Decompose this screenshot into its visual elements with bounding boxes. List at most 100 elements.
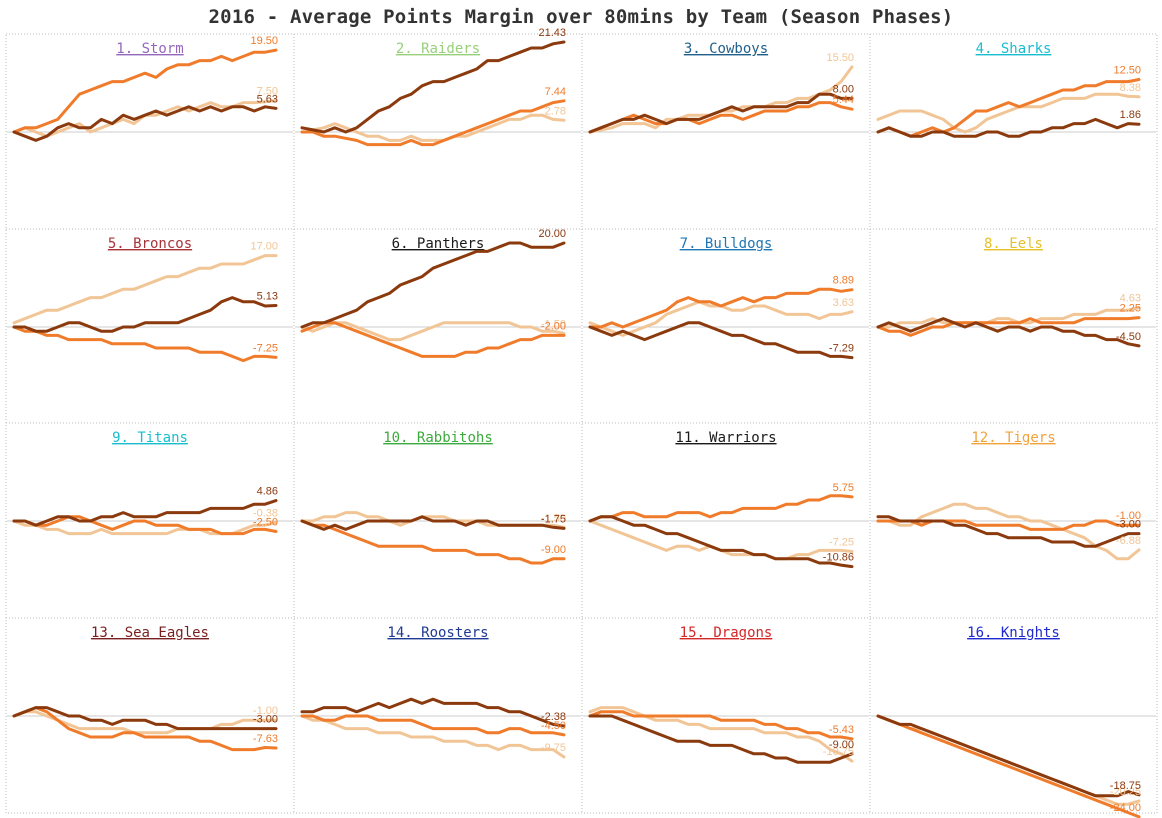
- end-value-label-light: 7.50: [257, 86, 278, 98]
- end-value-label-medium: -7.25: [253, 342, 278, 354]
- team-panel: 5. Broncos 17.00 -7.25 5.13: [7, 236, 293, 363]
- end-value-label-medium: -4.50: [541, 720, 566, 732]
- panel-title[interactable]: 10. Rabbitohs: [383, 430, 493, 446]
- page-title: 2016 - Average Points Margin over 80mins…: [208, 6, 954, 28]
- series-line-light: [300, 714, 566, 759]
- panel-title[interactable]: 8. Eels: [984, 236, 1043, 252]
- end-value-label-dark: 20.00: [538, 228, 566, 240]
- end-value-label-medium: 12.50: [1113, 65, 1141, 77]
- end-value-label-light: -6.88: [1116, 535, 1141, 547]
- end-value-label-medium: -2.50: [253, 517, 278, 529]
- panel-title[interactable]: 7. Bulldogs: [680, 236, 773, 252]
- team-panel: 12. Tigers -6.88 -1.00-3.00: [871, 430, 1156, 561]
- end-value-label-light: 15.50: [826, 52, 854, 64]
- end-value-label-dark: -10.86: [823, 552, 854, 564]
- end-value-label-light: -20.25: [1110, 786, 1141, 798]
- end-value-label-medium: 5.44: [833, 94, 854, 106]
- series-line-dark: [588, 321, 854, 360]
- series-line-dark: [12, 706, 278, 731]
- panel-title[interactable]: 15. Dragons: [680, 625, 773, 641]
- series-line-dark: [300, 40, 566, 134]
- end-value-label-dark: 1.86: [1120, 109, 1141, 121]
- series-line-light: [588, 519, 854, 561]
- end-value-label-light: 4.63: [1120, 293, 1141, 305]
- series-line-dark: [876, 714, 1141, 798]
- series-line-light: [876, 502, 1141, 561]
- series-line-dark: [12, 499, 278, 527]
- series-line-light: [876, 306, 1141, 329]
- end-value-label-medium: -2.00: [541, 320, 566, 332]
- series-line-medium: [12, 515, 278, 536]
- end-value-label-light: 2.78: [545, 105, 566, 117]
- end-value-label-medium: 7.44: [545, 86, 566, 98]
- panel-title[interactable]: 12. Tigers: [971, 430, 1055, 446]
- series-line-medium: [588, 287, 854, 329]
- end-value-label-dark: -1.75: [541, 513, 566, 525]
- panel-title[interactable]: 3. Cowboys: [684, 41, 768, 57]
- series-line-light: [588, 706, 854, 763]
- end-value-label-medium: 5.75: [833, 482, 854, 494]
- panel-title[interactable]: 5. Broncos: [108, 236, 192, 252]
- grid-frame: [5, 33, 1158, 814]
- panel-title[interactable]: 9. Titans: [112, 430, 188, 446]
- end-value-label-dark: -2.38: [541, 711, 566, 723]
- series-line-dark: [12, 296, 278, 333]
- series-line-medium: [300, 99, 566, 147]
- series-line-light: [876, 92, 1141, 134]
- team-panel: 15. Dragons -10.75 -5.43 -9.00: [583, 625, 869, 764]
- end-value-label-light: -1.50: [541, 512, 566, 524]
- team-panel: 14. Roosters -9.75 -4.50-2.38: [295, 625, 581, 759]
- end-value-label-medium: 19.50: [250, 35, 278, 47]
- panel-title[interactable]: 13. Sea Eagles: [91, 625, 209, 641]
- end-value-label-light: -0.38: [253, 508, 278, 520]
- end-value-label-medium: -7.63: [253, 733, 278, 745]
- series-line-light: [876, 714, 1141, 806]
- series-line-medium: [300, 714, 566, 737]
- end-value-label-dark: 5.13: [257, 290, 278, 302]
- end-value-label-dark: -4.50: [1116, 331, 1141, 343]
- panel-title[interactable]: 11. Warriors: [675, 430, 776, 446]
- end-value-label-medium: -9.00: [541, 544, 566, 556]
- series-line-medium: [876, 78, 1141, 138]
- panel-title[interactable]: 14. Roosters: [387, 625, 488, 641]
- panel-title[interactable]: 2. Raiders: [396, 41, 480, 57]
- end-value-label-dark: 8.00: [833, 83, 854, 95]
- series-line-dark: [300, 241, 566, 329]
- end-value-label-dark: -18.75: [1110, 780, 1141, 792]
- panel-title[interactable]: 4. Sharks: [976, 41, 1052, 57]
- team-panel: 6. Panthers -1.50-2.00 20.00: [295, 228, 581, 358]
- end-value-label-dark: -3.00: [1116, 519, 1141, 531]
- series-line-medium: [12, 48, 278, 134]
- panel-title[interactable]: 6. Panthers: [392, 236, 485, 252]
- panel-title[interactable]: 1. Storm: [116, 41, 183, 57]
- end-value-label-dark: -3.00: [253, 714, 278, 726]
- series-line-light: [12, 254, 278, 325]
- panel-title[interactable]: 16. Knights: [967, 625, 1060, 641]
- series-line-medium: [300, 321, 566, 358]
- end-value-label-light: 8.38: [1120, 82, 1141, 94]
- end-value-label-medium: -1.00: [1116, 510, 1141, 522]
- series-line-dark: [300, 515, 566, 531]
- end-value-label-light: -1.00: [253, 705, 278, 717]
- series-line-medium: [300, 519, 566, 565]
- team-panel: 8. Eels 4.632.25 -4.50: [871, 236, 1156, 348]
- series-line-medium: [588, 710, 854, 741]
- end-value-label-dark: 4.86: [257, 486, 278, 498]
- end-value-label-dark: 5.63: [257, 93, 278, 105]
- team-panel: 10. Rabbitohs -1.50 -9.00 -1.75: [295, 430, 581, 565]
- series-line-medium: [588, 101, 854, 134]
- series-line-dark: [12, 105, 278, 142]
- end-value-label-light: -10.75: [823, 746, 854, 758]
- team-panel: 2. Raiders 2.78 7.44 21.43: [295, 27, 581, 147]
- series-line-medium: [588, 494, 854, 523]
- end-value-label-light: 17.00: [250, 241, 278, 253]
- series-line-dark: [588, 92, 854, 134]
- series-line-light: [300, 321, 566, 342]
- end-value-label-medium: 2.25: [1120, 303, 1141, 315]
- team-panel: 1. Storm 7.50 19.50 5.63: [7, 35, 293, 142]
- series-line-medium: [876, 316, 1141, 337]
- end-value-label-light: -7.25: [829, 536, 854, 548]
- series-line-light: [300, 113, 566, 142]
- end-value-label-medium: -5.43: [829, 724, 854, 736]
